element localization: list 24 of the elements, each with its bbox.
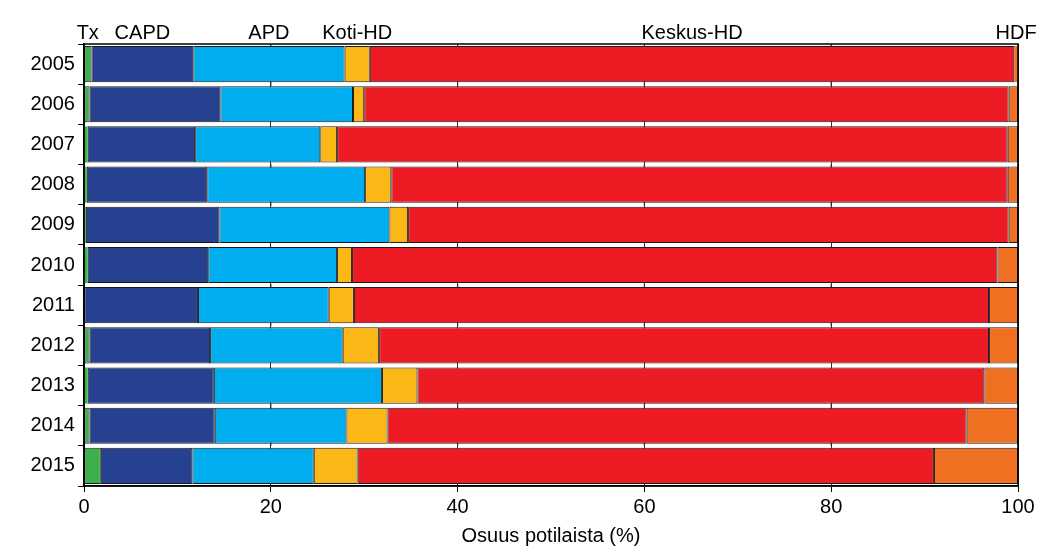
y-tick-label: 2013 [30,373,75,396]
y-tick-label: 2009 [30,212,75,235]
series-label: CAPD [114,20,171,43]
x-tick-label: 0 [78,494,90,517]
y-tick-label: 2007 [30,131,75,154]
series-label: Tx [76,20,99,43]
series-label: Koti-HD [322,20,393,43]
y-tick-label: 2010 [30,252,75,275]
y-tick-label: 2005 [30,51,75,74]
y-tick-label: 2015 [30,453,75,476]
x-tick-label: 40 [446,494,469,517]
x-tick-label: 20 [259,494,282,517]
y-tick-label: 2014 [30,413,75,436]
y-tick-label: 2006 [30,91,75,114]
x-axis-title: Osuus potilaista (%) [461,523,641,546]
x-tick-label: 60 [633,494,656,517]
y-tick-label: 2008 [30,172,75,195]
series-label: APD [248,20,290,43]
series-label: HDF [995,20,1037,43]
series-label: Keskus-HD [641,20,743,43]
y-tick-label: 2011 [31,292,75,315]
y-tick-label: 2012 [30,332,75,355]
x-tick-label: 100 [1001,494,1035,517]
x-tick-label: 80 [820,494,843,517]
